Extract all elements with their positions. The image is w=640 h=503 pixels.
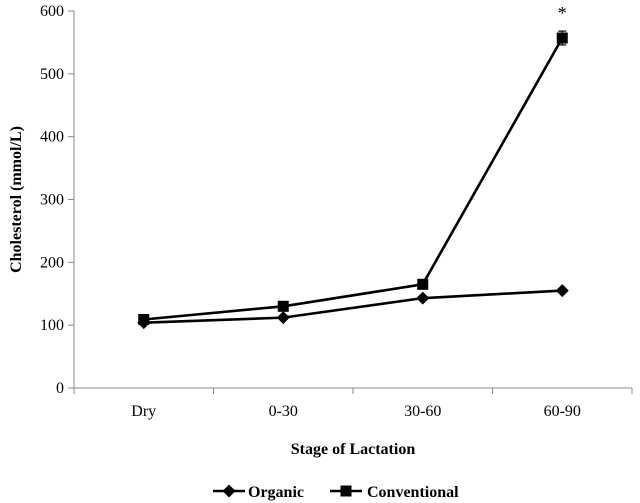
- y-tick-label: 600: [40, 3, 64, 20]
- organic-line: [143, 289, 563, 324]
- legend-item-organic: Organic: [213, 484, 304, 501]
- y-tick-label: 500: [40, 66, 64, 83]
- y-tick-label: 400: [40, 129, 64, 146]
- y-tick-label: 100: [40, 317, 64, 334]
- legend-marker-square: [340, 485, 352, 497]
- legend-item-conventional: Conventional: [330, 484, 459, 501]
- x-tick-label: Dry: [131, 403, 156, 420]
- y-axis: 0 100 200 300 400 500 600: [40, 3, 75, 397]
- x-tick-label: 0-30: [269, 403, 298, 420]
- conventional-point: [417, 278, 429, 290]
- y-tick-label: 0: [56, 380, 64, 397]
- conventional-point: [277, 300, 289, 312]
- x-tick-label: 30-60: [404, 403, 441, 420]
- legend-label: Organic: [248, 484, 304, 501]
- series-organic: [137, 284, 569, 330]
- organic-point: [276, 311, 290, 325]
- annotation-layer: *: [558, 3, 567, 23]
- organic-point: [416, 291, 430, 305]
- conventional-point: [556, 32, 568, 44]
- y-tick-label: 200: [40, 254, 64, 271]
- organic-point: [555, 284, 569, 298]
- x-axis: Dry 0-30 30-60 60-90: [73, 387, 633, 420]
- significance-marker: *: [558, 3, 567, 23]
- legend: Organic Conventional: [213, 484, 459, 501]
- conventional-point: [138, 314, 150, 326]
- legend-label: Conventional: [367, 484, 459, 501]
- y-tick-label: 300: [40, 192, 64, 209]
- legend-marker-diamond: [222, 484, 236, 498]
- x-tick-label: 60-90: [544, 403, 581, 420]
- y-axis-title: Cholesterol (mmol/L): [8, 126, 25, 273]
- series-layer: [137, 30, 569, 330]
- conventional-line: [143, 37, 564, 321]
- series-conventional: [138, 30, 568, 326]
- x-axis-title: Stage of Lactation: [291, 441, 416, 458]
